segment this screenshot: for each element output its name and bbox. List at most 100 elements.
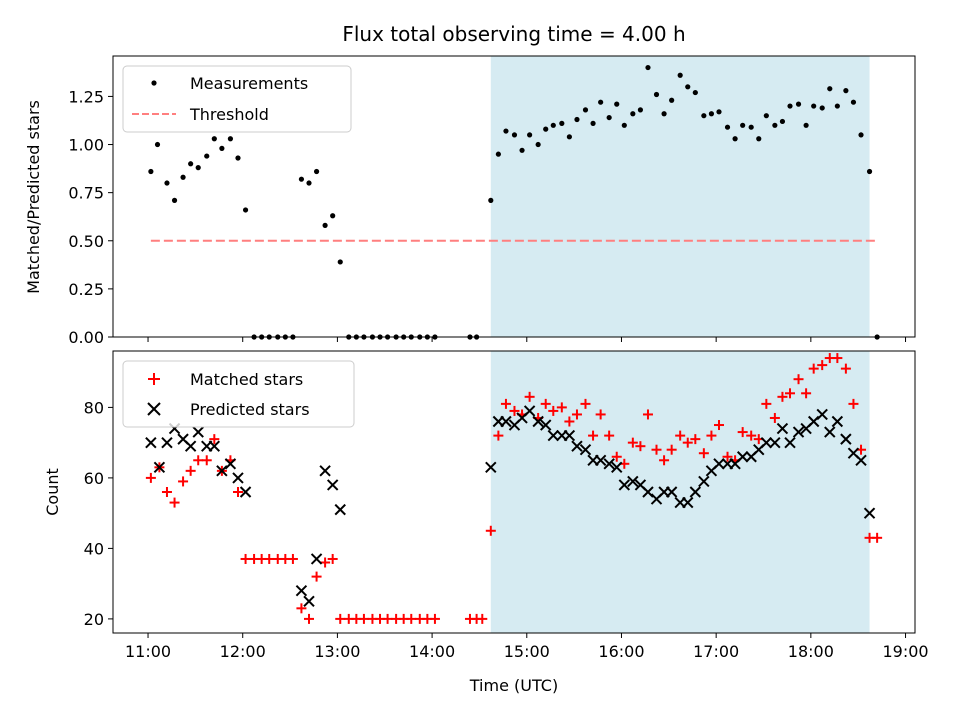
x-tick-label: 17:00 — [693, 642, 739, 661]
matched-stars-point — [185, 465, 196, 476]
legend-frame-bottom — [122, 360, 355, 428]
matched-stars-point — [872, 532, 883, 543]
y-tick-label: 0.50 — [68, 232, 104, 251]
x-tick-label: 19:00 — [882, 642, 928, 661]
predicted-stars-point — [224, 458, 237, 470]
matched-stars-point — [722, 451, 733, 462]
predicted-stars-point — [627, 475, 639, 488]
matched-stars-point — [808, 363, 819, 374]
predicted-stars-point — [698, 475, 710, 488]
predicted-stars-point — [579, 443, 592, 456]
matched-stars-point — [817, 360, 828, 371]
measurement-point — [204, 153, 210, 159]
measurement-point — [621, 122, 627, 128]
matched-stars-point — [604, 430, 615, 441]
predicted-stars-point — [831, 415, 844, 428]
measurement-point — [827, 86, 833, 92]
predicted-stars-point — [611, 461, 623, 474]
matched-stars-point — [793, 374, 804, 385]
matched-stars-point — [698, 448, 709, 459]
predicted-stars-point — [547, 429, 560, 442]
measurement-point — [740, 122, 746, 128]
predicted-stars-point — [689, 486, 702, 498]
predicted-stars-point — [500, 415, 512, 428]
predicted-stars-point — [863, 507, 876, 519]
predicted-stars-point — [540, 419, 552, 431]
predicted-stars-point — [563, 429, 576, 442]
matched-stars-point — [548, 405, 559, 416]
measurement-point — [763, 113, 769, 119]
measurement-point — [748, 124, 754, 130]
legend-swatch-matched — [148, 373, 160, 385]
measurement-point — [488, 197, 494, 203]
matched-stars-point — [761, 398, 772, 409]
measurement-point — [819, 105, 825, 111]
measurement-point — [811, 103, 817, 109]
predicted-stars-point — [769, 436, 781, 449]
measurement-point — [645, 64, 651, 71]
x-tick-label: 14:00 — [409, 642, 455, 661]
measurement-point — [330, 213, 336, 219]
matched-stars-point — [801, 388, 812, 399]
axis-ticks-bottom: 11:00 12:00 13:00 14:00 15:00 16:00 17:00 18:00… — [84, 398, 929, 661]
legend-bottom: Matched stars Predicted stars — [122, 360, 355, 428]
measurement-point — [834, 103, 840, 109]
measurement-point — [337, 259, 343, 265]
shaded-observing-window — [490, 56, 870, 337]
measurement-point — [701, 113, 707, 119]
matched-stars-point — [627, 437, 638, 448]
matched-stars-point — [746, 430, 757, 441]
matched-stars-point — [382, 613, 393, 624]
measurement-point — [732, 136, 738, 142]
plot-area-bottom — [145, 353, 883, 624]
predicted-stars-point — [485, 461, 497, 474]
measurement-point — [756, 136, 762, 142]
matched-stars-point — [659, 455, 670, 466]
predicted-stars-point — [145, 436, 157, 449]
measurement-point — [843, 88, 849, 94]
predicted-stars-point — [208, 440, 221, 452]
measurement-point — [322, 222, 328, 228]
matched-stars-point — [406, 613, 417, 624]
predicted-stars-point — [319, 465, 331, 477]
shaded-observing-window — [490, 351, 870, 633]
measurement-point — [235, 155, 241, 161]
measurement-point — [850, 99, 857, 105]
matched-stars-point — [690, 434, 701, 445]
predicted-stars-point — [807, 415, 820, 428]
predicted-stars-point — [571, 440, 583, 452]
x-tick-label: 13:00 — [314, 642, 360, 661]
panel-bottom: 11:00 12:00 13:00 14:00 15:00 16:00 17:00 18:00… — [43, 350, 929, 695]
matched-stars-point — [500, 398, 511, 409]
measurement-point — [519, 147, 525, 153]
measurement-point — [164, 180, 170, 186]
measurement-point — [708, 111, 715, 117]
panel-top: 0.00 0.25 0.50 0.75 1.00 1.25 Matched/Predict… — [24, 55, 916, 347]
measurement-point — [606, 114, 612, 121]
matched-stars-point — [556, 402, 567, 413]
matched-stars-point — [485, 525, 496, 536]
measurement-point — [313, 168, 320, 175]
matched-stars-point — [178, 476, 189, 487]
legend-frame-top — [122, 65, 352, 133]
measurement-point — [511, 132, 518, 138]
measurement-point — [188, 161, 194, 167]
matched-stars-point — [588, 430, 599, 441]
x-tick-label: 16:00 — [598, 642, 644, 661]
y-tick-label: 40 — [84, 539, 104, 558]
y-tick-label: 80 — [84, 398, 104, 417]
measurement-point — [692, 89, 698, 96]
measurement-point — [227, 136, 234, 142]
predicted-stars-point — [682, 496, 694, 509]
matched-stars-point — [832, 353, 843, 364]
y-tick-label: 0.75 — [68, 184, 104, 203]
predicted-stars-point — [594, 454, 607, 466]
measurement-point — [582, 107, 589, 113]
legend-top: Measurements Threshold — [122, 65, 352, 133]
matched-stars-point — [635, 441, 646, 452]
matched-stars-point — [840, 363, 851, 374]
measurement-point — [148, 168, 154, 175]
measurement-point — [306, 180, 312, 186]
matched-stars-point — [493, 430, 504, 441]
axis-ticks-top: 0.00 0.25 0.50 0.75 1.00 1.25 — [68, 87, 907, 347]
